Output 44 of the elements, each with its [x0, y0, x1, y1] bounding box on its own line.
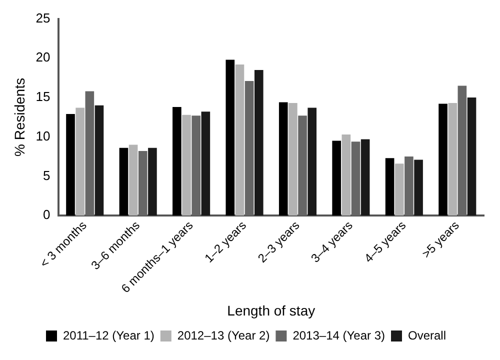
bar [138, 151, 148, 216]
legend-label: Overall [408, 328, 446, 342]
bar [351, 142, 360, 216]
bar [85, 91, 94, 216]
bar [404, 156, 414, 216]
y-tick-label: 15 [36, 89, 50, 104]
bar [172, 106, 182, 216]
bar [119, 148, 128, 216]
y-tick-label: 25 [36, 10, 50, 26]
bar [66, 114, 75, 216]
y-tick-label: 0 [43, 207, 50, 222]
bar [298, 116, 307, 216]
legend-label: 2012–13 (Year 2) [177, 328, 270, 342]
bar [94, 105, 104, 216]
bar [288, 103, 298, 216]
bar [394, 164, 404, 216]
bar [76, 108, 84, 216]
y-tick-label: 10 [36, 128, 50, 144]
bar [192, 116, 200, 216]
y-tick-label: 20 [36, 50, 50, 65]
bar [414, 160, 423, 216]
y-tick-label: 5 [43, 168, 50, 183]
bar [244, 80, 254, 216]
bar [235, 64, 244, 216]
y-axis-title: % Residents [11, 78, 28, 156]
bar [254, 70, 264, 216]
bar [278, 102, 288, 216]
bar [226, 60, 235, 216]
bar [467, 98, 476, 216]
bar [182, 114, 191, 216]
bar [201, 112, 210, 216]
bar [360, 139, 370, 216]
legend-label: 2013–14 (Year 3) [292, 328, 385, 342]
bar [332, 140, 341, 216]
x-axis-title: Length of stay [227, 302, 316, 318]
bar [342, 134, 351, 216]
bar [458, 86, 467, 216]
bar [148, 148, 157, 216]
legend-label: 2011–12 (Year 1) [62, 328, 154, 342]
bar [128, 144, 138, 216]
bar [308, 108, 317, 216]
bar [448, 103, 458, 216]
bar [385, 158, 394, 216]
bar [438, 104, 448, 216]
